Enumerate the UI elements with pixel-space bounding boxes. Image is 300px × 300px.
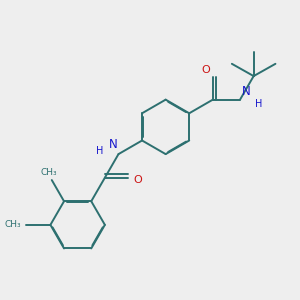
Text: CH₃: CH₃ [41, 168, 57, 177]
Text: O: O [133, 176, 142, 185]
Text: N: N [108, 138, 117, 152]
Text: O: O [202, 65, 210, 75]
Text: H: H [255, 99, 262, 109]
Text: H: H [96, 146, 103, 156]
Text: CH₃: CH₃ [4, 220, 21, 230]
Text: N: N [242, 85, 250, 98]
